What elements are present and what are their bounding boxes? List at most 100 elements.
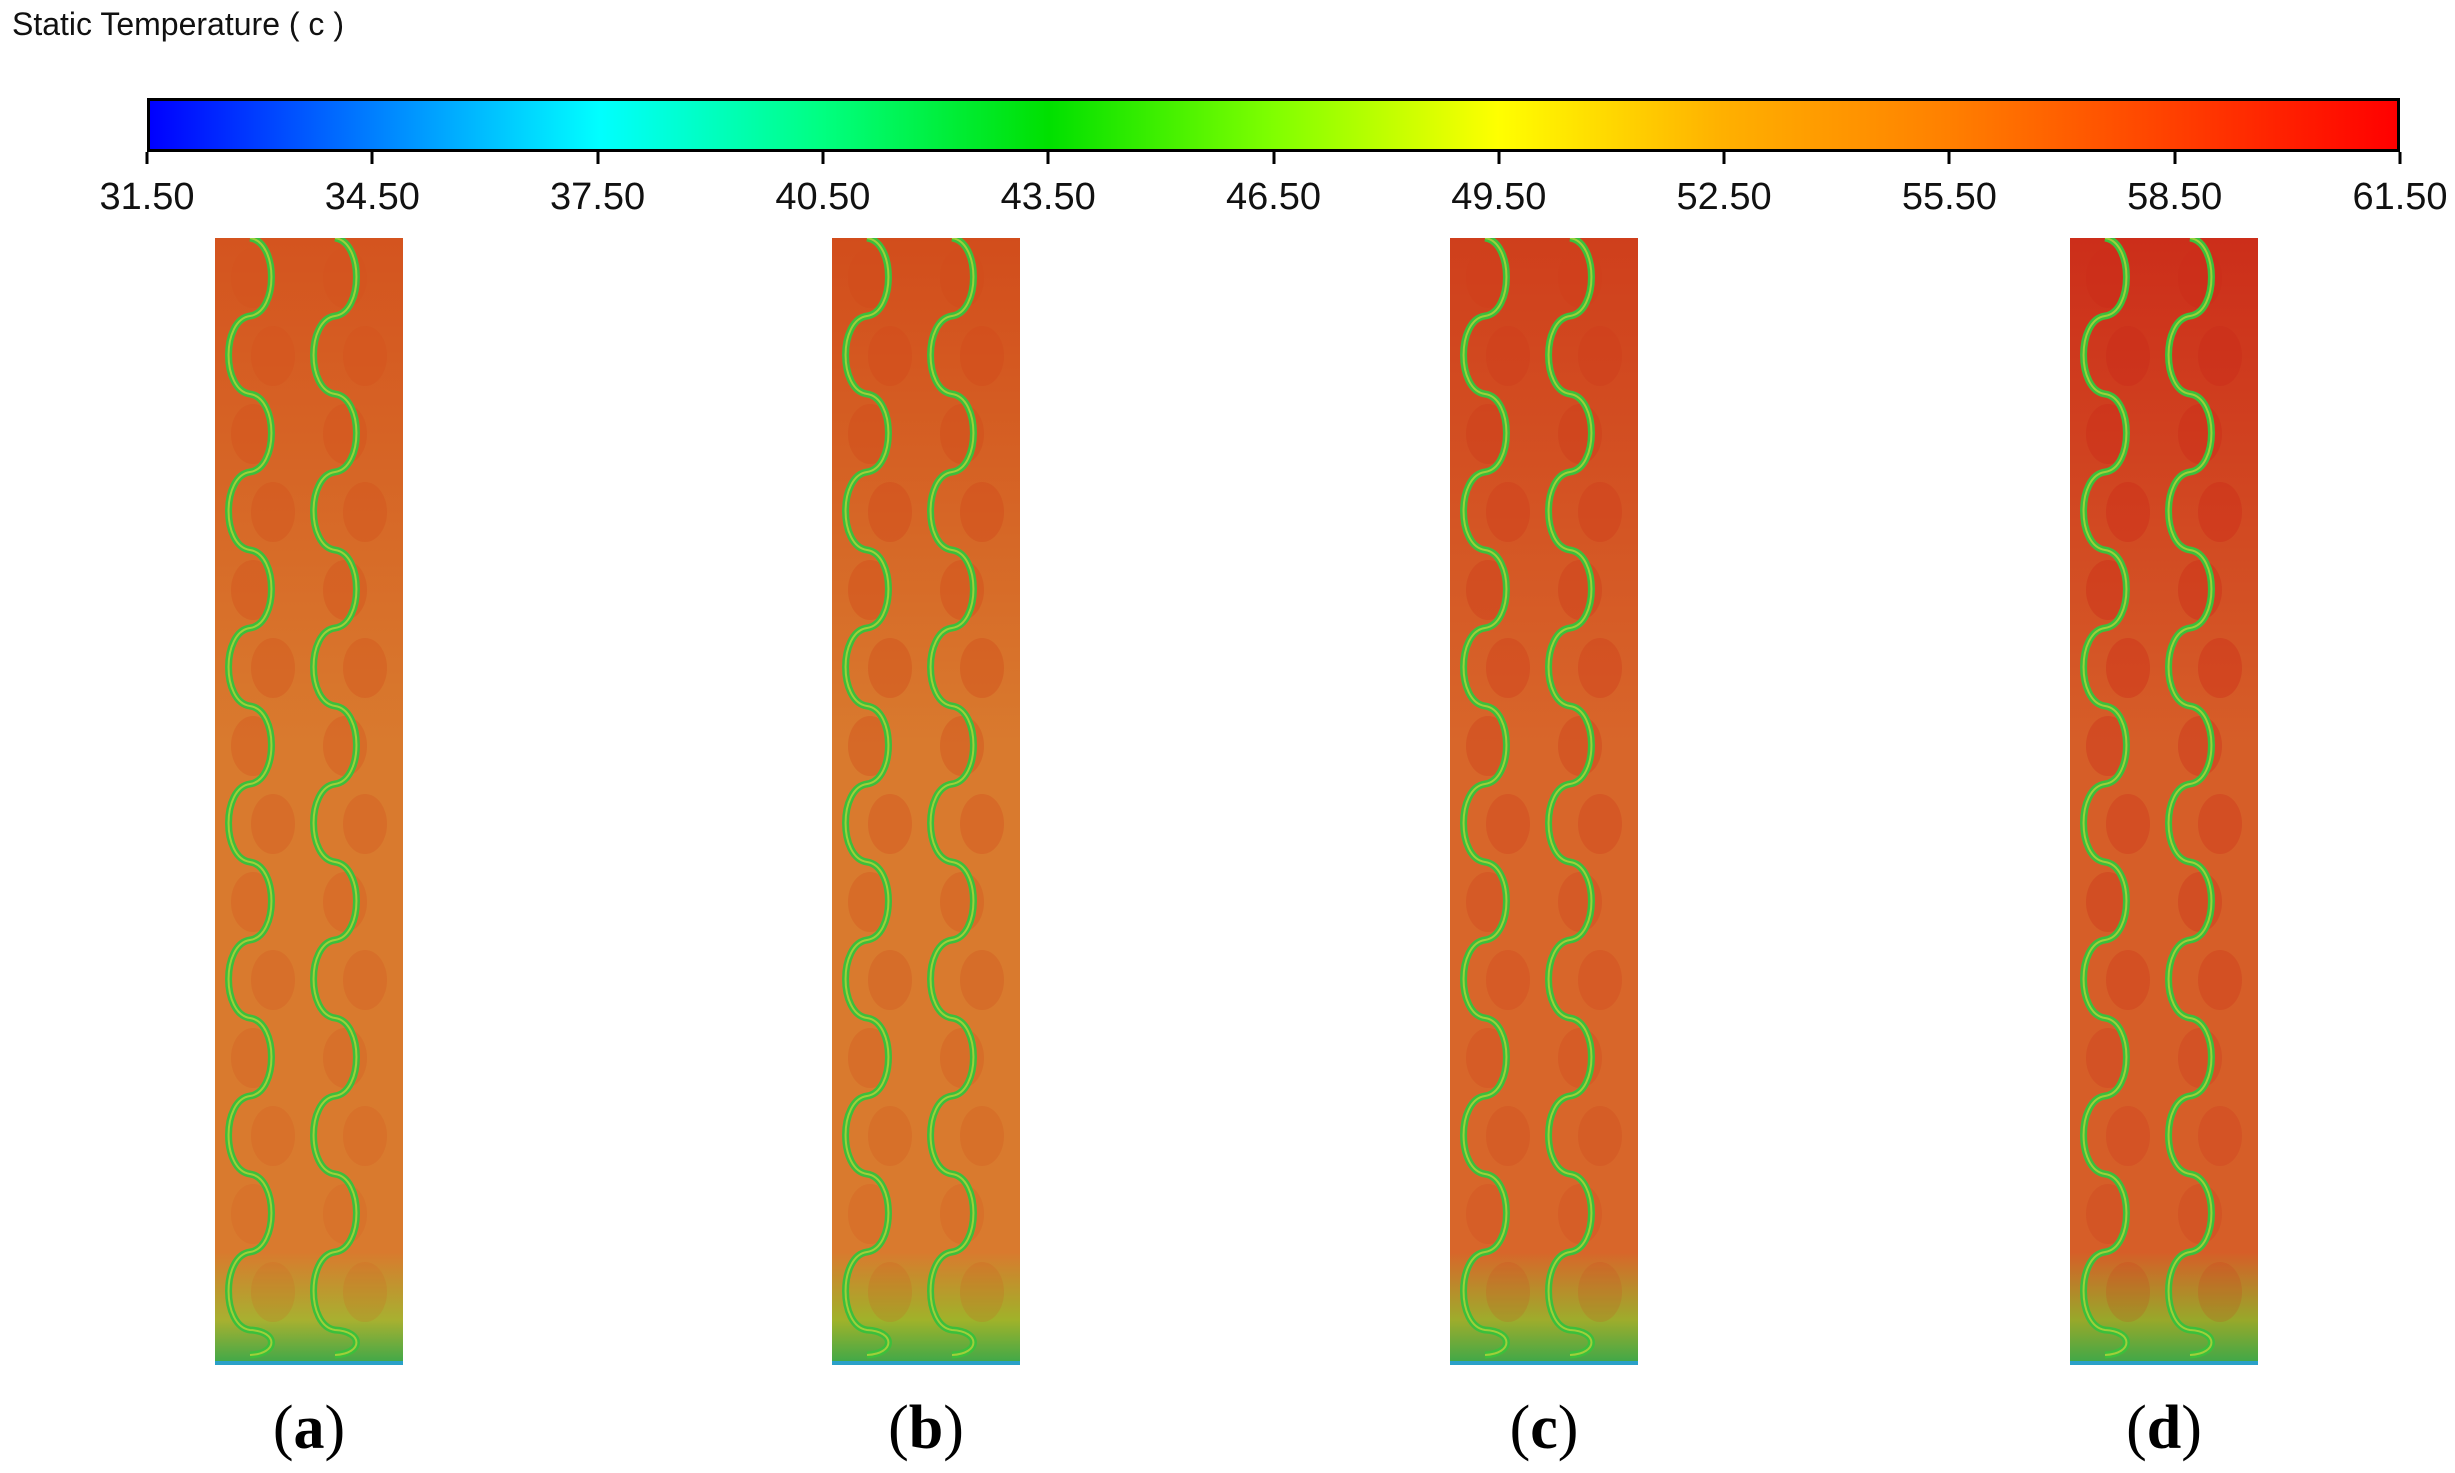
inlet-boundary [2070,1361,2258,1365]
hot-spot [2178,404,2222,464]
colorbar-tick-mark [145,152,149,164]
hot-spot [231,560,275,620]
hot-spot [868,1106,912,1166]
hot-spot [251,1106,295,1166]
colorbar-tick-mark [1947,152,1951,164]
colorbar-tick-label: 55.50 [1901,176,1997,218]
hot-spot [1558,716,1602,776]
hot-spot [1578,950,1622,1010]
hot-spot [960,1106,1004,1166]
hot-spot [1486,950,1530,1010]
hot-spot [1558,560,1602,620]
colorbar-tick-label: 40.50 [775,176,871,218]
hot-spot [2178,248,2222,308]
hot-spot [2178,1184,2222,1244]
hot-spot [868,326,912,386]
hot-spot [1466,1184,1510,1244]
hot-spot [2198,794,2242,854]
hot-spot [868,794,912,854]
colorbar-tick-mark [1497,152,1501,164]
colorbar-tick-label: 49.50 [1451,176,1547,218]
hot-spot [1558,1028,1602,1088]
hot-spot [2086,560,2130,620]
hot-spot [251,638,295,698]
colorbar-tick-label: 58.50 [2127,176,2223,218]
hot-spot [2106,326,2150,386]
hot-spot [2198,638,2242,698]
hot-spot [868,638,912,698]
colorbar-tick-mark [1722,152,1726,164]
hot-spot [940,1028,984,1088]
hot-spot [323,248,367,308]
hot-spot [343,794,387,854]
hot-spot [960,326,1004,386]
hot-spot [2198,950,2242,1010]
hot-spot [848,716,892,776]
hot-spot [940,560,984,620]
panel-label-a: (a) [272,1394,346,1462]
hot-spot [2086,872,2130,932]
channel-core [312,238,358,1356]
hot-spot [323,1028,367,1088]
hot-spot [2106,638,2150,698]
hot-spot [2106,950,2150,1010]
contour-panel-b [832,238,1020,1365]
hot-spot [231,1028,275,1088]
hot-spot [1578,794,1622,854]
hot-spot [1466,248,1510,308]
hot-spot [343,1262,387,1322]
panel-label-c: (c) [1509,1394,1579,1462]
hot-spot [231,1184,275,1244]
hot-spot [343,950,387,1010]
panel-label-d: (d) [2126,1394,2202,1462]
temperature-field [1450,238,1638,1365]
hot-spot [2178,716,2222,776]
colorbar-tick-label: 46.50 [1225,176,1322,218]
hot-spot [2106,482,2150,542]
contour-field [215,238,403,1365]
hot-spot [323,872,367,932]
hot-spot [940,1184,984,1244]
channel-core [227,238,273,1356]
channel-core [929,238,975,1356]
hot-spot [1578,482,1622,542]
panel-label-b: (b) [888,1394,964,1462]
colorbar-tick-label: 43.50 [1000,176,1096,218]
channel-core [1547,238,1593,1356]
hot-spot [2198,482,2242,542]
hot-spot [1486,1262,1530,1322]
hot-spot [1558,404,1602,464]
hot-spot [343,326,387,386]
channel-core [2082,238,2128,1356]
hot-spot [848,560,892,620]
hot-spot [231,404,275,464]
hot-spot [251,326,295,386]
hot-spot [231,872,275,932]
hot-spot [940,872,984,932]
inlet-boundary [832,1361,1020,1365]
hot-spot [1466,560,1510,620]
inlet-boundary [1450,1361,1638,1365]
hot-spot [2178,560,2222,620]
hot-spot [940,716,984,776]
hot-spot [960,794,1004,854]
hot-spot [343,638,387,698]
hot-spot [231,248,275,308]
channel-core [2167,238,2213,1356]
hot-spot [1486,482,1530,542]
colorbar-tick-label: 61.50 [2352,176,2448,218]
hot-spot [1466,716,1510,776]
hot-spot [1578,1106,1622,1166]
contour-field [2070,238,2258,1365]
temperature-field [832,238,1020,1365]
hot-spot [2106,1262,2150,1322]
hot-spot [2086,248,2130,308]
hot-spot [1466,404,1510,464]
hot-spot [323,560,367,620]
colorbar-tick-mark [1046,152,1050,164]
colorbar-tick-mark [1272,152,1275,164]
hot-spot [251,482,295,542]
colorbar-tick-label: 37.50 [550,176,646,218]
colorbar-tick-label: 34.50 [324,176,420,218]
hot-spot [343,482,387,542]
